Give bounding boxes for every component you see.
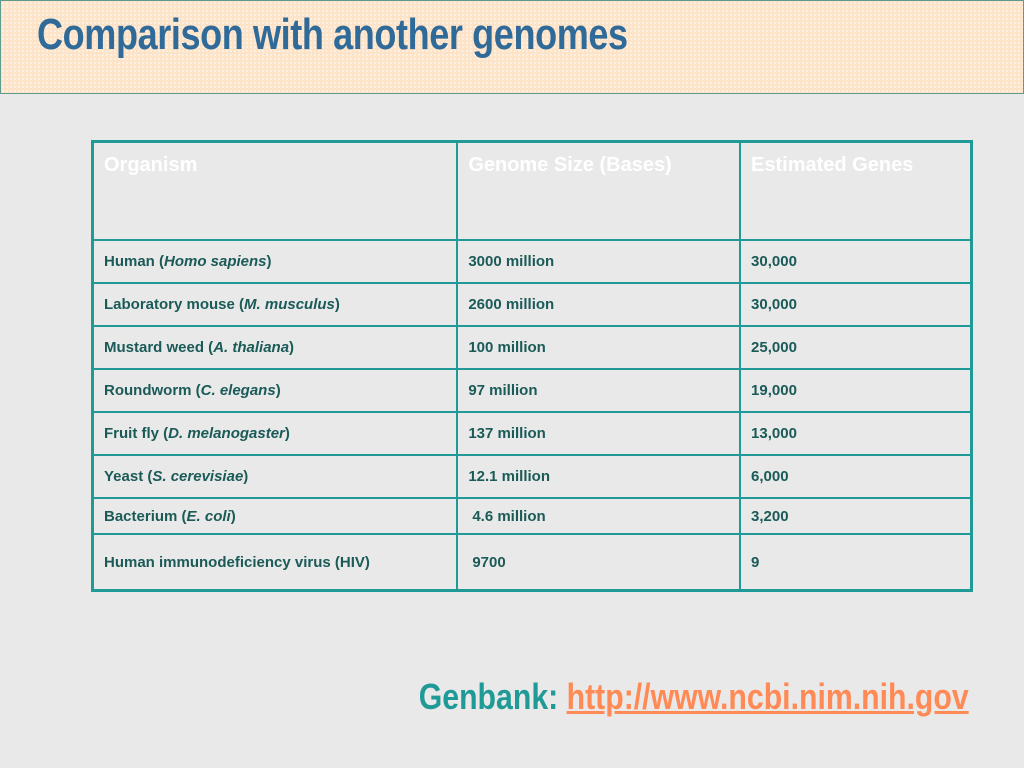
organism-suffix: ) [289, 339, 295, 356]
organism-cell: Mustard weed (A. thaliana) [91, 325, 459, 370]
table-row: Laboratory mouse (M. musculus) 2600 mill… [91, 282, 973, 327]
estimated-genes-cell: 30,000 [739, 239, 973, 284]
organism-common-name: Fruit fly ( [104, 425, 169, 442]
estimated-genes-cell: 13,000 [739, 411, 973, 456]
genome-comparison-table: Organism Genome Size (Bases) Estimated G… [91, 140, 973, 592]
organism-common-name: Human immunodeficiency virus (HIV) [104, 553, 370, 571]
organism-suffix: ) [275, 382, 281, 399]
organism-common-name: Human ( [104, 253, 164, 270]
genome-size-cell: 12.1 million [456, 454, 742, 499]
organism-cell: Human immunodeficiency virus (HIV) [91, 533, 459, 592]
organism-species-name: M. musculus [244, 296, 335, 313]
organism-species-name: C. elegans [200, 382, 276, 399]
title-bar: Comparison with another genomes [0, 0, 1024, 94]
table-row: Human immunodeficiency virus (HIV) 9700 … [91, 533, 973, 592]
organism-suffix: ) [334, 296, 340, 313]
organism-common-name: Bacterium ( [104, 507, 187, 525]
genome-size-cell: 100 million [456, 325, 742, 370]
genbank-link[interactable]: http://www.ncbi.nim.nih.gov [566, 676, 969, 717]
table-row: Roundworm (C. elegans) 97 million 19,000 [91, 368, 973, 413]
organism-cell: Roundworm (C. elegans) [91, 368, 459, 413]
table-row: Bacterium (E. coli) 4.6 million 3,200 [91, 497, 973, 535]
table-header-row: Organism Genome Size (Bases) Estimated G… [91, 140, 973, 241]
organism-common-name: Laboratory mouse ( [104, 296, 245, 313]
table-row: Fruit fly (D. melanogaster) 137 million … [91, 411, 973, 456]
organism-cell: Fruit fly (D. melanogaster) [91, 411, 459, 456]
genome-size-value: 9700 [472, 553, 506, 571]
organism-common-name: Roundworm ( [104, 382, 201, 399]
table-row: Human (Homo sapiens) 3000 million 30,000 [91, 239, 973, 284]
organism-cell: Human (Homo sapiens) [91, 239, 459, 284]
organism-species-name: S. cerevisiae [152, 468, 244, 485]
organism-common-name: Mustard weed ( [104, 339, 214, 356]
column-header-organism: Organism [91, 140, 459, 241]
estimated-genes-cell: 3,200 [739, 497, 973, 535]
genome-size-cell: 9700 [456, 533, 742, 592]
organism-species-name: E. coli [186, 507, 231, 525]
genbank-label: Genbank: [419, 676, 567, 717]
page-title: Comparison with another genomes [37, 10, 628, 59]
organism-suffix: ) [230, 507, 236, 525]
estimated-genes-cell: 19,000 [739, 368, 973, 413]
organism-species-name: D. melanogaster [168, 425, 285, 442]
genome-size-cell: 137 million [456, 411, 742, 456]
estimated-genes-cell: 9 [739, 533, 973, 592]
genome-size-cell: 4.6 million [456, 497, 742, 535]
organism-suffix: ) [243, 468, 249, 485]
genome-size-cell: 3000 million [456, 239, 742, 284]
genome-size-value: 4.6 million [472, 507, 546, 525]
genome-size-cell: 2600 million [456, 282, 742, 327]
footer-reference: Genbank: http://www.ncbi.nim.nih.gov [419, 676, 969, 718]
organism-species-name: A. thaliana [213, 339, 290, 356]
column-header-genome-size: Genome Size (Bases) [456, 140, 742, 241]
organism-suffix: ) [266, 253, 272, 270]
column-header-estimated-genes: Estimated Genes [739, 140, 973, 241]
estimated-genes-cell: 30,000 [739, 282, 973, 327]
table-row: Yeast (S. cerevisiae) 12.1 million 6,000 [91, 454, 973, 499]
estimated-genes-cell: 6,000 [739, 454, 973, 499]
table-row: Mustard weed (A. thaliana) 100 million 2… [91, 325, 973, 370]
organism-suffix: ) [284, 425, 290, 442]
organism-common-name: Yeast ( [104, 468, 153, 485]
organism-species-name: Homo sapiens [164, 253, 267, 270]
estimated-genes-cell: 25,000 [739, 325, 973, 370]
organism-cell: Yeast (S. cerevisiae) [91, 454, 459, 499]
organism-cell: Laboratory mouse (M. musculus) [91, 282, 459, 327]
organism-cell: Bacterium (E. coli) [91, 497, 459, 535]
genome-size-cell: 97 million [456, 368, 742, 413]
